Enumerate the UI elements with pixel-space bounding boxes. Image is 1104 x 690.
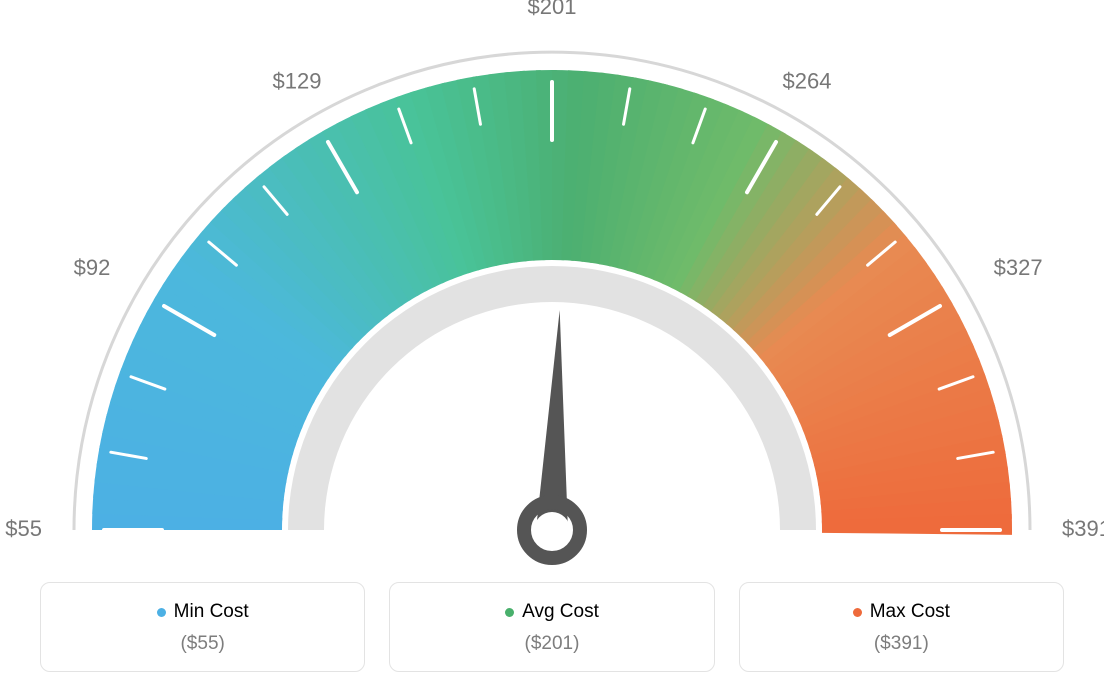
svg-text:$129: $129 [273, 68, 322, 93]
legend-label-max: Max Cost [870, 601, 950, 623]
svg-text:$391: $391 [1062, 516, 1104, 541]
legend-title-min: Min Cost [157, 601, 249, 623]
svg-text:$92: $92 [74, 255, 111, 280]
legend-card-max: Max Cost ($391) [739, 582, 1064, 672]
legend-value-min: ($55) [53, 633, 352, 655]
legend-value-avg: ($201) [402, 633, 701, 655]
legend-label-avg: Avg Cost [522, 601, 599, 623]
svg-text:$55: $55 [5, 516, 42, 541]
legend-dot-avg [505, 608, 514, 617]
gauge-svg: $55 $92 $129 $201 $264 $327 $391 [0, 0, 1104, 570]
legend-card-avg: Avg Cost ($201) [389, 582, 714, 672]
legend-title-max: Max Cost [853, 601, 950, 623]
legend-row: Min Cost ($55) Avg Cost ($201) Max Cost … [0, 582, 1104, 672]
svg-text:$264: $264 [783, 68, 832, 93]
legend-value-max: ($391) [752, 633, 1051, 655]
legend-dot-max [853, 608, 862, 617]
legend-label-min: Min Cost [174, 601, 249, 623]
svg-text:$201: $201 [528, 0, 577, 19]
svg-text:$327: $327 [994, 255, 1043, 280]
legend-title-avg: Avg Cost [505, 601, 599, 623]
gauge-chart: $55 $92 $129 $201 $264 $327 $391 [0, 0, 1104, 570]
legend-dot-min [157, 608, 166, 617]
legend-card-min: Min Cost ($55) [40, 582, 365, 672]
